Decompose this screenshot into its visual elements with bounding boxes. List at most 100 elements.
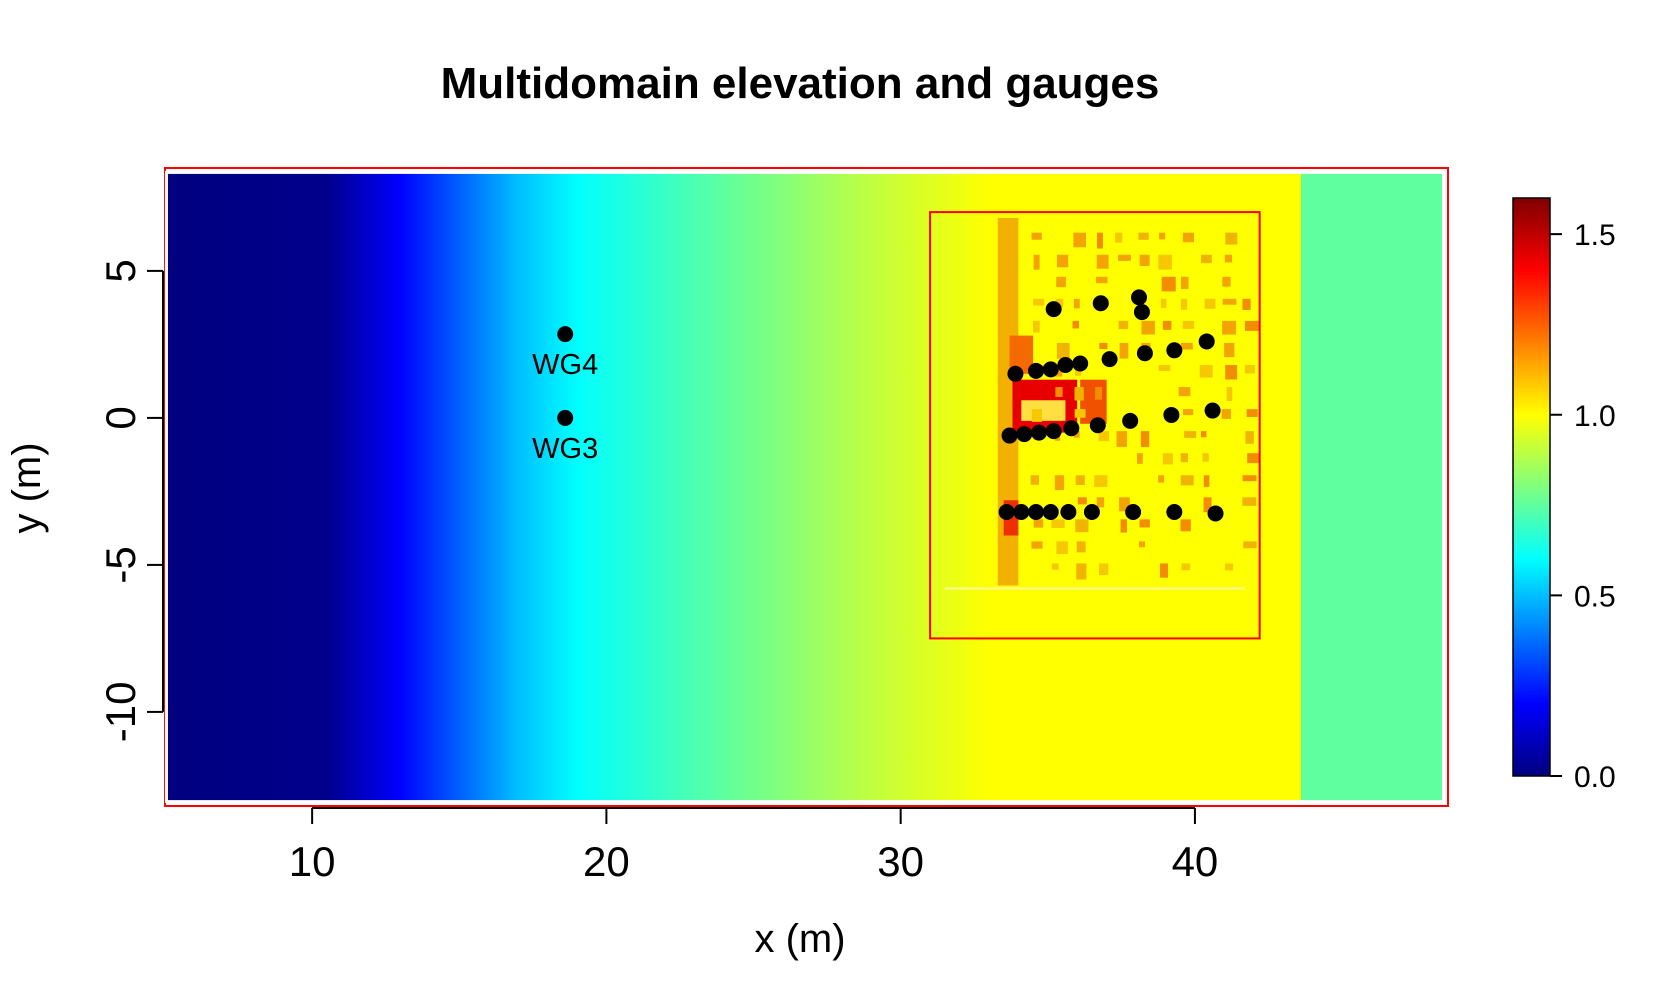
gauge-point (1207, 505, 1224, 522)
building (1161, 276, 1176, 292)
building (1160, 298, 1167, 308)
building (1099, 563, 1109, 576)
building (1204, 298, 1216, 309)
gauge-point (1045, 301, 1062, 318)
building (1199, 364, 1213, 378)
building (1181, 563, 1191, 571)
gauge-point-wg4 (557, 326, 574, 343)
building (1242, 497, 1257, 506)
building (1162, 453, 1173, 465)
building (1033, 298, 1045, 306)
building (1180, 475, 1194, 486)
building (1139, 254, 1150, 267)
building (1073, 232, 1087, 248)
building (1243, 541, 1257, 549)
gauge-point (1166, 342, 1183, 359)
colorbar (1512, 197, 1551, 777)
building (1072, 320, 1080, 329)
building (1056, 541, 1068, 555)
seawall-strip (997, 217, 1019, 586)
building (1076, 563, 1087, 580)
building (1075, 475, 1085, 486)
building (1222, 320, 1237, 335)
y-axis: 5 0 -5 -10 (97, 259, 164, 742)
building (1180, 453, 1189, 463)
building (1033, 320, 1040, 333)
building (1158, 475, 1165, 483)
gauge-point (1198, 333, 1215, 350)
building (1159, 232, 1166, 240)
building (1055, 387, 1063, 397)
building (1120, 519, 1128, 533)
gauge-point (1089, 417, 1106, 434)
building (1244, 320, 1259, 331)
gauge-point (1060, 503, 1077, 520)
building (1056, 276, 1066, 288)
gauge-point (1001, 427, 1018, 444)
building (1055, 298, 1064, 308)
x-axis: 10 20 30 40 (289, 807, 1219, 885)
elevation-field (166, 172, 1444, 802)
building (1225, 364, 1238, 380)
gauge-point (1016, 426, 1033, 443)
gauge-point (1030, 424, 1047, 441)
gauge-point (1083, 503, 1100, 520)
y-tick-label: 0 (97, 406, 144, 429)
building (1183, 409, 1194, 416)
gauge-point (1028, 503, 1045, 520)
building (1033, 254, 1040, 270)
gauge-point (1133, 304, 1150, 321)
building (1158, 254, 1173, 270)
domain-boundary (164, 170, 1446, 804)
building (1116, 431, 1128, 447)
gauge-point (1042, 503, 1059, 520)
gauge-label-wg3: WG3 (532, 433, 598, 465)
x-tick-label: 40 (1172, 838, 1219, 885)
colorbar-tick-label: 0.5 (1574, 580, 1616, 613)
building (1180, 519, 1191, 532)
y-tick-label: -5 (97, 546, 144, 583)
building (1178, 387, 1191, 397)
building (1138, 232, 1149, 240)
building (1226, 387, 1233, 402)
building (1096, 497, 1105, 508)
building (1096, 254, 1109, 269)
building (1202, 453, 1209, 462)
building (1159, 563, 1169, 578)
gauge-point (1101, 351, 1118, 368)
building (1141, 320, 1155, 335)
building (1162, 320, 1172, 330)
building (1096, 232, 1103, 249)
building (1184, 431, 1197, 438)
building (1247, 453, 1259, 464)
labeled-gauges: WG4 WG3 (532, 326, 598, 465)
building (1221, 409, 1231, 419)
building (1031, 541, 1043, 549)
building (1180, 342, 1193, 350)
colorbar-tick-label: 1.0 (1574, 400, 1616, 433)
building (1182, 232, 1195, 243)
building (1054, 475, 1065, 491)
gauge-point (1057, 356, 1074, 373)
gauge-point (1072, 355, 1089, 372)
x-tick-label: 30 (877, 838, 924, 885)
building (1076, 541, 1086, 553)
building (1073, 431, 1080, 438)
gauge-point-wg3 (557, 409, 574, 426)
building (1203, 497, 1212, 513)
building (1074, 409, 1086, 418)
building (1242, 475, 1257, 482)
gauge-label-wg4: WG4 (532, 349, 598, 381)
building (1031, 409, 1042, 422)
building (1031, 232, 1042, 240)
building (1224, 563, 1234, 571)
building (1051, 563, 1059, 570)
building (1138, 541, 1146, 548)
gauge-point (998, 503, 1015, 520)
x-tick-label: 20 (583, 838, 630, 885)
building (1224, 342, 1235, 358)
building (1099, 342, 1108, 350)
building (1246, 409, 1258, 417)
building (1075, 519, 1089, 533)
